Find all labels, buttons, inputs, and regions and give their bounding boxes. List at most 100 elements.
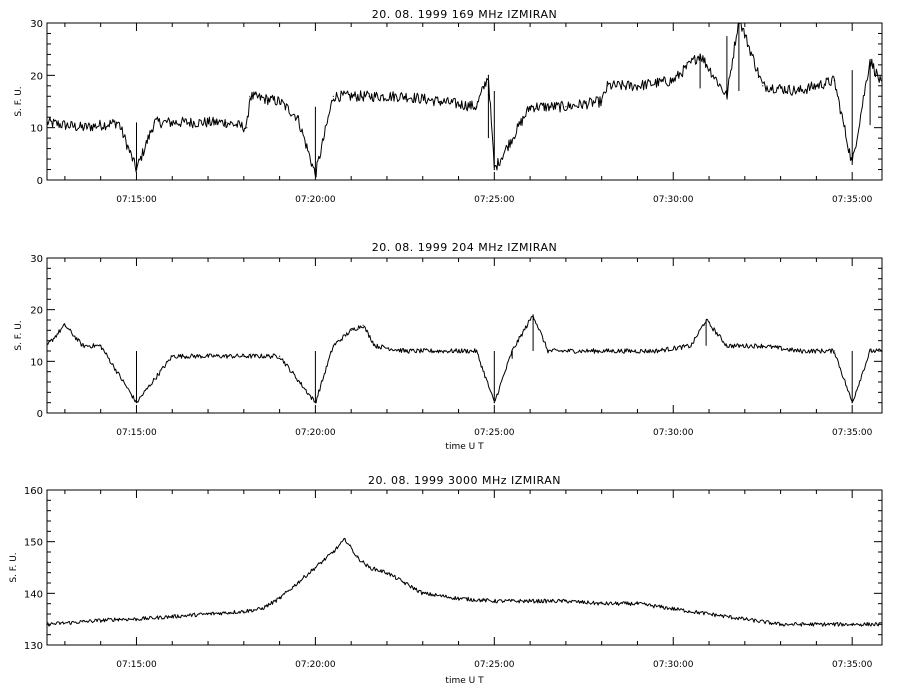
data-point <box>654 350 657 352</box>
data-point <box>82 345 84 347</box>
x-tick-label: 07:20:00 <box>295 428 336 438</box>
x-tick-label: 07:25:00 <box>474 195 515 205</box>
data-point <box>100 345 102 347</box>
data-point <box>532 314 534 316</box>
data-point <box>738 22 740 24</box>
data-point <box>296 116 299 118</box>
data-point <box>296 582 299 584</box>
data-point <box>404 582 406 584</box>
data-point <box>601 100 603 103</box>
y-tick-label: 130 <box>24 641 43 652</box>
data-point <box>726 345 728 347</box>
chart-title: 20. 08. 1999 204 MHz IZMIRAN <box>372 241 557 254</box>
y-axis-label: S. F. U. <box>14 320 24 350</box>
y-tick-label: 10 <box>30 357 43 368</box>
data-point <box>815 623 818 625</box>
y-tick-label: 20 <box>30 306 43 317</box>
data-point <box>404 95 406 97</box>
y-tick-label: 30 <box>30 254 43 265</box>
panel-2: 20. 08. 1999 204 MHz IZMIRAN S. F. U. 0 10 2… <box>14 241 883 452</box>
data-point <box>374 345 376 347</box>
data-point <box>619 350 621 352</box>
data-point <box>171 355 173 357</box>
data-point <box>780 623 782 625</box>
data-point <box>362 324 364 326</box>
y-tick-label: 150 <box>24 538 43 549</box>
data-point <box>82 621 84 623</box>
data-point <box>457 597 460 600</box>
data-point <box>344 538 346 540</box>
data-point <box>332 345 334 347</box>
data-point <box>797 90 800 92</box>
data-point <box>699 53 701 56</box>
data-point <box>493 168 495 171</box>
y-tick-label: 0 <box>37 409 43 420</box>
data-point <box>368 566 370 569</box>
y-tick-label: 0 <box>37 176 43 187</box>
data-point <box>332 551 334 553</box>
y-tick-label: 160 <box>24 486 43 497</box>
plot-frame <box>46 489 883 646</box>
data-point <box>744 618 746 620</box>
data-point <box>422 592 424 594</box>
data-point <box>246 127 248 129</box>
data-point <box>607 85 609 87</box>
chart-title: 20. 08. 1999 169 MHz IZMIRAN <box>372 8 557 21</box>
data-point <box>762 345 764 347</box>
data-point <box>249 95 251 97</box>
data-point <box>797 350 800 352</box>
data-point <box>672 608 674 610</box>
data-point <box>869 350 871 352</box>
data-point <box>565 600 567 602</box>
data-point <box>118 121 120 123</box>
data-point <box>279 100 281 103</box>
y-tick-label: 20 <box>30 71 43 82</box>
data-point <box>46 121 48 123</box>
data-point <box>881 350 883 352</box>
x-axis-label: time U T <box>445 676 484 686</box>
data-point <box>189 121 191 123</box>
data-point <box>279 355 281 357</box>
data-point <box>46 623 48 625</box>
data-point <box>869 59 871 61</box>
data-point <box>833 80 835 82</box>
data-point <box>601 603 603 605</box>
series-line <box>46 537 883 627</box>
data-point <box>705 319 707 321</box>
data-point <box>243 355 245 357</box>
data-point <box>368 95 370 97</box>
data-point <box>135 402 138 404</box>
data-point <box>356 556 358 558</box>
x-tick-label: 07:15:00 <box>116 195 157 205</box>
x-tick-label: 07:30:00 <box>653 428 694 438</box>
panel-3: 20. 08. 1999 3000 MHz IZMIRAN S. F. U. 130… <box>9 474 883 686</box>
data-point <box>314 174 316 176</box>
data-point <box>529 600 531 602</box>
x-tick-label: 07:30:00 <box>653 660 694 670</box>
data-point <box>207 355 209 357</box>
data-point <box>565 106 567 108</box>
data-point <box>547 350 549 352</box>
series-line <box>46 314 883 404</box>
data-point <box>833 350 835 352</box>
y-tick-label: 140 <box>24 589 43 600</box>
y-tick-label: 10 <box>30 124 43 135</box>
data-point <box>404 350 406 352</box>
data-point <box>487 74 489 76</box>
x-tick-label: 07:35:00 <box>832 428 873 438</box>
data-point <box>440 350 442 352</box>
data-point <box>881 85 883 87</box>
panel-1: 20. 08. 1999 169 MHz IZMIRAN S. F. U. 0 10 2… <box>14 8 883 205</box>
x-tick-label: 07:25:00 <box>474 660 515 670</box>
data-point <box>225 121 227 123</box>
data-point <box>135 168 138 171</box>
x-tick-label: 07:15:00 <box>116 428 157 438</box>
data-point <box>153 121 155 123</box>
data-point <box>332 95 334 97</box>
data-point <box>529 106 531 108</box>
data-point <box>475 106 477 108</box>
data-point <box>82 127 84 129</box>
data-point <box>493 600 495 602</box>
data-point <box>708 613 710 615</box>
